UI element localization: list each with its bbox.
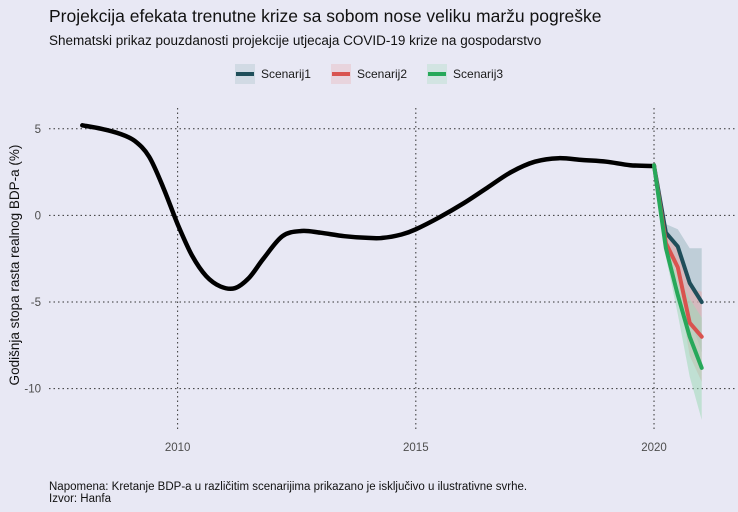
chart-lines xyxy=(80,123,704,370)
x-tick-label-2010: 2010 xyxy=(165,442,191,454)
legend-key-scenarij2 xyxy=(330,64,351,84)
chart-subtitle: Shematski prikaz pouzdanosti projekcije … xyxy=(49,33,542,48)
history-line xyxy=(80,123,657,292)
legend-label-scenarij1: Scenarij1 xyxy=(260,67,311,81)
footnote-note: Napomena: Kretanje BDP-a u različitim sc… xyxy=(49,481,528,493)
legend-key-scenarij3 xyxy=(427,64,448,84)
legend-label-scenarij2: Scenarij2 xyxy=(356,67,408,81)
legend-line-scenarij3 xyxy=(428,72,447,76)
legend-item-scenarij1: Scenarij1 xyxy=(234,64,311,84)
x-tick-label-2020: 2020 xyxy=(641,442,667,454)
y-axis-title: Godišnja stopa rasta realnog BDP-a (%) xyxy=(7,145,22,386)
y-tick-label--10: -10 xyxy=(24,384,41,396)
series-line-scenarij3 xyxy=(652,163,704,370)
footnote: Napomena: Kretanje BDP-a u različitim sc… xyxy=(49,481,527,505)
tick-labels: 5 0 -5 -10 2010 2015 2020 xyxy=(24,124,666,454)
y-tick-label-0: 0 xyxy=(35,210,41,222)
grid xyxy=(49,108,735,432)
legend-item-scenarij3: Scenarij3 xyxy=(427,64,503,84)
legend-line-scenarij2 xyxy=(331,72,350,76)
footnote-source: Izvor: Hanfa xyxy=(49,493,111,505)
x-tick-label-2015: 2015 xyxy=(403,442,429,454)
legend-key-scenarij1 xyxy=(234,64,255,84)
y-tick-label-5: 5 xyxy=(35,124,41,136)
chart-title: Projekcija efekata trenutne krize sa sob… xyxy=(49,6,602,26)
legend: Scenarij1 Scenarij2 Scenarij3 xyxy=(0,64,738,84)
legend-label-scenarij3: Scenarij3 xyxy=(453,67,504,81)
legend-item-scenarij2: Scenarij2 xyxy=(330,64,408,84)
y-tick-label--5: -5 xyxy=(31,297,41,309)
legend-line-scenarij1 xyxy=(235,72,254,76)
